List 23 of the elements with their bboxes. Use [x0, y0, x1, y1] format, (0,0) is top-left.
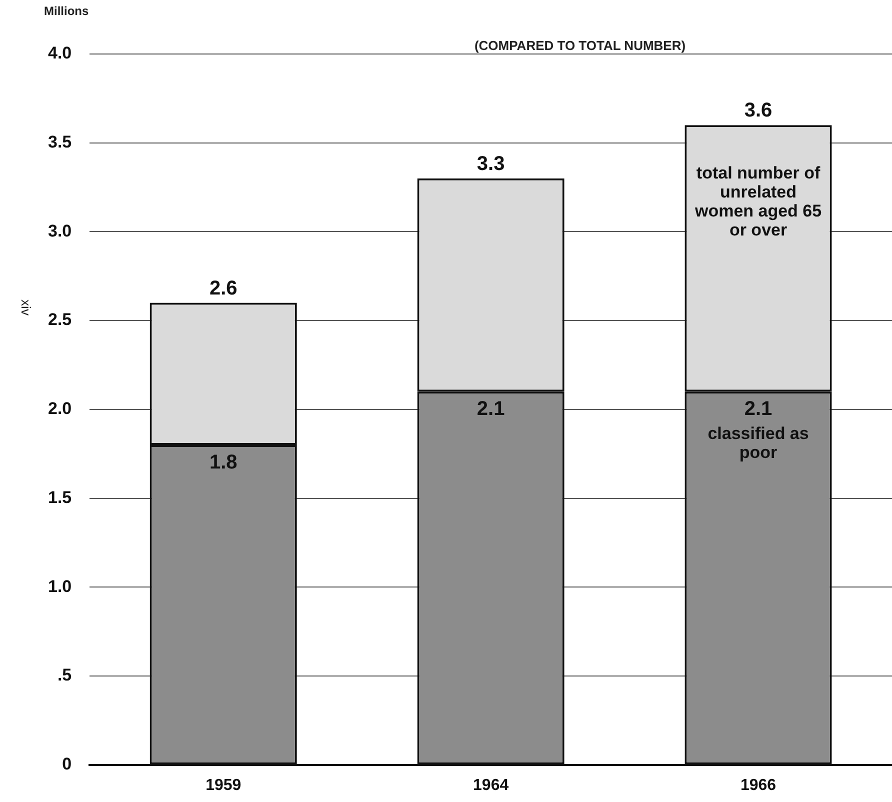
y-tick-label: 4.0 [48, 44, 72, 63]
y-tick-label: 1.0 [48, 576, 72, 596]
series-label: total number of unrelated women aged 65 or over [694, 163, 822, 240]
series-label: classified as poor [708, 424, 809, 462]
total-label: 3.3 [476, 152, 505, 175]
text: xiv [18, 300, 34, 316]
y-tick-label: 2.5 [48, 310, 72, 330]
x-tick-label: 1966 [740, 776, 776, 794]
y-axis-title: Millions [44, 4, 89, 18]
y-tick-label: .5 [57, 666, 72, 685]
y-tick-label: 3.0 [48, 221, 72, 240]
total-label: 2.6 [209, 277, 238, 300]
x-tick-label: 1959 [206, 776, 242, 794]
y-tick-label: 3.5 [48, 132, 72, 152]
data-label: 1.8 [209, 451, 238, 474]
data-label: 2.1 [744, 398, 772, 420]
total-label: 3.6 [744, 100, 772, 122]
y-tick-label: 0 [62, 754, 72, 774]
data-label: 2.1 [476, 398, 505, 420]
chart-subtitle: (COMPARED TO TOTAL NUMBER) [473, 38, 687, 53]
x-tick-label: 1964 [473, 776, 509, 794]
y-tick-label: 2.0 [48, 399, 72, 418]
y-tick-label: 1.5 [48, 488, 72, 507]
